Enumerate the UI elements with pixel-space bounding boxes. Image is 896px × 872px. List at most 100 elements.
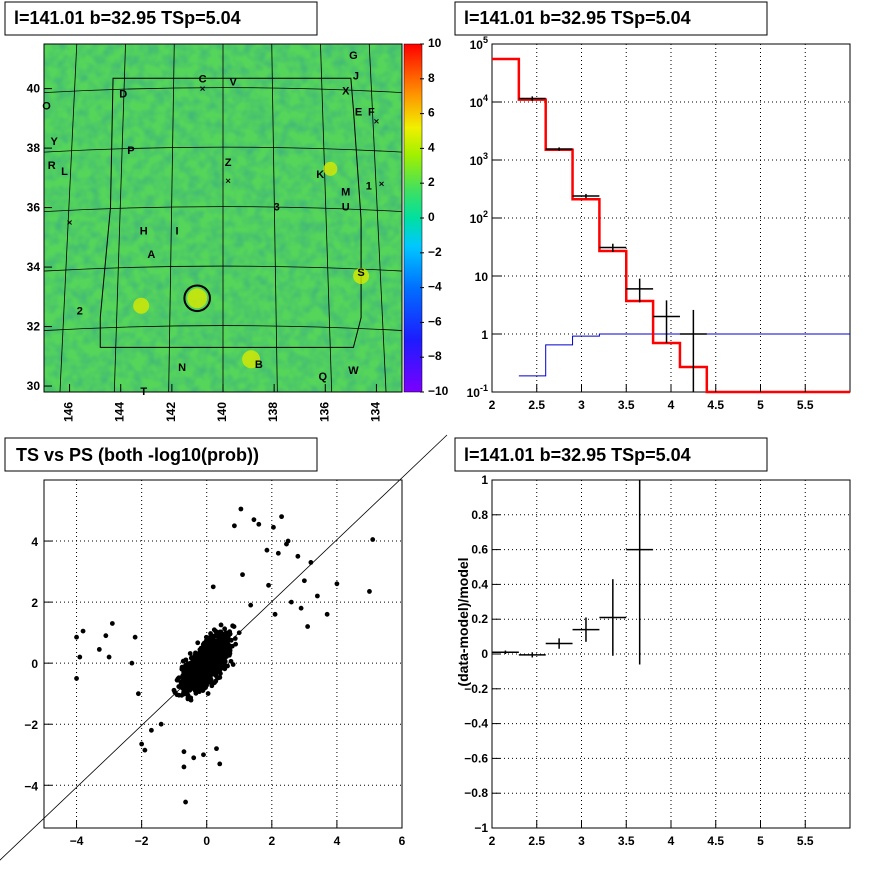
- y-tick-label-6: 105: [470, 35, 488, 52]
- source-label-12: R: [48, 160, 56, 172]
- scatter-point-core-1018: [217, 629, 223, 635]
- longitude-line-0: [59, 43, 78, 393]
- longitude-line-5: [320, 43, 333, 393]
- x-tick-label-3: 3.5: [618, 398, 635, 412]
- scatter-point-core-1176: [207, 676, 213, 682]
- x-tick-label-2: 0: [203, 834, 210, 848]
- x-tick-label-4: 4: [668, 834, 675, 848]
- source-label-16: M: [341, 187, 350, 199]
- colorbar-tick-label-5: 0: [428, 210, 435, 224]
- scatter-point-34: [158, 721, 164, 727]
- scatter-point-12: [275, 550, 281, 556]
- residual-ylabel: (data-model)/model: [455, 557, 471, 686]
- y-tick-label-0: −1: [474, 821, 488, 835]
- scatter-point-16: [314, 593, 320, 599]
- scatter-point-3: [256, 521, 262, 527]
- scatter-point-core-1492: [217, 660, 223, 666]
- scatter-point-23: [96, 647, 102, 652]
- scatter-point-core-637: [222, 626, 228, 632]
- scatter-point-core-1035: [226, 652, 232, 658]
- scatter-point-core-1273: [208, 631, 213, 636]
- x-tick-label-7: 5.5: [797, 834, 814, 848]
- scatter-point-19: [305, 624, 311, 629]
- y-tick-label-2: 34: [27, 260, 41, 274]
- scatter-point-core-1493: [211, 647, 217, 653]
- scatter-point-24: [103, 633, 109, 639]
- title-box-3: [4, 437, 318, 472]
- y-tick-label-9: 0.8: [471, 508, 488, 522]
- colorbar-tick-label-7: −4: [428, 280, 442, 294]
- longitude-line-4: [271, 43, 278, 393]
- scatter-point-core-1496: [202, 663, 208, 669]
- hot-spot-2: [353, 268, 370, 284]
- cross-marker-1: [374, 118, 379, 124]
- y-tick-label-1: −2: [24, 718, 38, 732]
- scatter-point-40: [201, 752, 206, 758]
- scatter-point-41: [214, 746, 219, 752]
- colorbar-tick-label-9: −8: [428, 349, 442, 363]
- scatter-point-core-1467: [187, 682, 193, 688]
- y-tick-label-4: −0.2: [464, 682, 488, 696]
- skymap-panel: GJ C V X D O E F Y P Z R L K 1 M 3 U H I A S 2 N B W Q T 146 144 142 1…: [27, 36, 449, 422]
- scatter-point-18: [324, 611, 330, 617]
- scatter-point-0: [238, 506, 244, 512]
- scatter-point-44: [266, 582, 271, 588]
- x-tick-label-1: 144: [113, 402, 127, 422]
- scatter-point-core-1431: [227, 643, 232, 649]
- x-tick-label-1: −2: [135, 834, 149, 848]
- colorbar-tick-label-2: 6: [428, 106, 435, 120]
- scatter-point-core-1422: [195, 640, 201, 646]
- x-tick-label-4: 4: [334, 834, 341, 848]
- x-tick-label-5: 6: [399, 834, 406, 848]
- scatter-point-core-881: [176, 675, 182, 681]
- source-label-0: G: [349, 50, 358, 62]
- scatter-point-22: [109, 621, 115, 626]
- source-label-14: K: [316, 169, 324, 181]
- x-tick-label-0: 146: [62, 402, 76, 422]
- scatter-point-core-1494: [223, 645, 229, 651]
- scatter-point-core-1499: [198, 660, 203, 666]
- scatter-point-core-1342: [193, 678, 199, 684]
- scatter-point-core-1244: [192, 652, 198, 658]
- y-tick-label-1: 1: [481, 328, 488, 342]
- scatter-point-28: [74, 676, 79, 681]
- cross-marker-2: [225, 178, 231, 184]
- scatter-point-47: [298, 605, 304, 611]
- source-label-1: J: [353, 71, 359, 83]
- scatter-point-core-1404: [227, 647, 233, 652]
- scatter-point-1: [251, 517, 257, 523]
- scatter-point-core-1495: [203, 647, 209, 653]
- residual-title: l=141.01 b=32.95 TSp=5.04: [464, 445, 691, 465]
- title-box-4: [454, 437, 768, 472]
- background-model-line: [518, 333, 850, 377]
- source-label-4: X: [342, 86, 350, 98]
- scatter-point-core-1165: [217, 634, 223, 640]
- scatter-point-core-1498: [206, 668, 212, 673]
- scatter-point-46: [272, 611, 278, 617]
- colorbar-tick-label-8: −6: [428, 314, 442, 328]
- scatter-point-core-1430: [211, 668, 217, 674]
- y-tick-label-5: 0: [481, 647, 488, 661]
- scatter-title: TS vs PS (both -log10(prob)): [16, 445, 259, 465]
- source-label-27: Q: [318, 371, 327, 383]
- target-circle: [183, 284, 211, 313]
- y-tick-label-3: 2: [31, 596, 38, 610]
- scatter-point-10: [295, 553, 301, 559]
- scatter-point-8: [264, 547, 270, 553]
- hot-spot-4: [323, 161, 338, 176]
- hot-spot-1: [242, 350, 261, 369]
- source-label-18: U: [342, 202, 350, 214]
- source-label-10: P: [127, 145, 134, 157]
- y-tick-label-3: 102: [470, 209, 488, 226]
- scatter-point-42: [248, 602, 254, 608]
- scatter-point-core-1469: [198, 671, 204, 677]
- scatter-point-35: [181, 764, 187, 770]
- title-box-1: [4, 1, 318, 36]
- scatter-point-29: [129, 660, 135, 666]
- y-tick-label-4: 4: [31, 535, 38, 549]
- residual-panel: 2 2.5 3 3.5 4 4.5 5 5.5 −1 −0.8 −0.6 −0.4 −0.2 0 0.2 0.…: [464, 473, 851, 848]
- source-label-25: B: [255, 359, 263, 371]
- colorbar: [403, 43, 423, 393]
- y-tick-label-2: 0: [31, 657, 38, 671]
- scatter-point-core-1436: [203, 652, 209, 657]
